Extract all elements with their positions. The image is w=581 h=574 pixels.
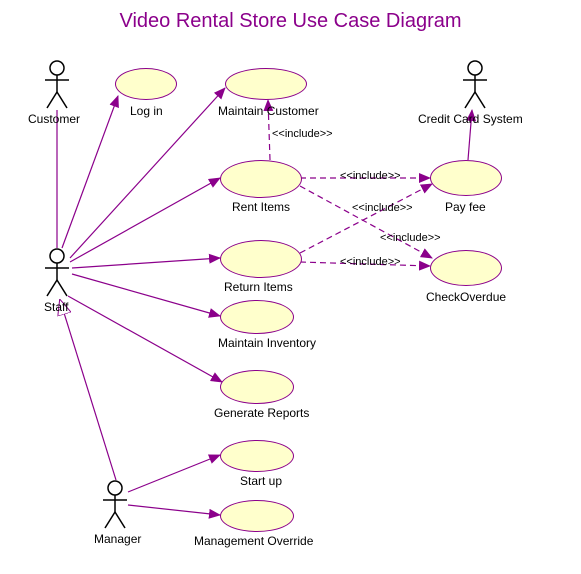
usecase-label-login: Log in: [130, 104, 163, 118]
usecase-return: [220, 240, 302, 278]
edge-9: [60, 300, 116, 480]
edge-5: [72, 274, 220, 316]
edge-8: [128, 505, 220, 515]
usecase-login: [115, 68, 177, 100]
edge-label-14: <<include>>: [380, 232, 441, 244]
actor-customer: [42, 60, 72, 110]
usecase-label-rent: Rent Items: [232, 200, 290, 214]
edge-7: [128, 455, 220, 492]
edge-3: [70, 178, 220, 262]
actor-label-customer: Customer: [28, 112, 80, 126]
usecase-startup: [220, 440, 294, 472]
edge-6: [68, 296, 222, 382]
usecase-maintinv: [220, 300, 294, 334]
usecase-mgmtovr: [220, 500, 294, 532]
usecase-payfee: [430, 160, 502, 196]
usecase-label-maintinv: Maintain Inventory: [218, 336, 316, 350]
actor-creditcard: [460, 60, 490, 110]
usecase-label-genrep: Generate Reports: [214, 406, 309, 420]
usecase-label-maintcust: Maintain Customer: [218, 104, 319, 118]
usecase-label-mgmtovr: Management Override: [194, 534, 313, 548]
actor-label-creditcard: Credit Card System: [418, 112, 523, 126]
actor-label-manager: Manager: [94, 532, 141, 546]
edge-label-12: <<include>>: [340, 170, 401, 182]
usecase-label-payfee: Pay fee: [445, 200, 486, 214]
actor-staff: [42, 248, 72, 298]
diagram-title: Video Rental Store Use Case Diagram: [0, 10, 581, 33]
usecase-genrep: [220, 370, 294, 404]
usecase-checkovd: [430, 250, 502, 286]
usecase-label-startup: Start up: [240, 474, 282, 488]
usecase-label-return: Return Items: [224, 280, 293, 294]
edge-label-13: <<include>>: [352, 202, 413, 214]
edge-label-11: <<include>>: [272, 128, 333, 140]
edge-13: [300, 186, 432, 258]
edge-4: [72, 258, 220, 268]
usecase-label-checkovd: CheckOverdue: [426, 290, 506, 304]
actor-manager: [100, 480, 130, 530]
usecase-rent: [220, 160, 302, 198]
actor-label-staff: Staff: [44, 300, 68, 314]
usecase-maintcust: [225, 68, 307, 100]
edge-label-15: <<include>>: [340, 256, 401, 268]
